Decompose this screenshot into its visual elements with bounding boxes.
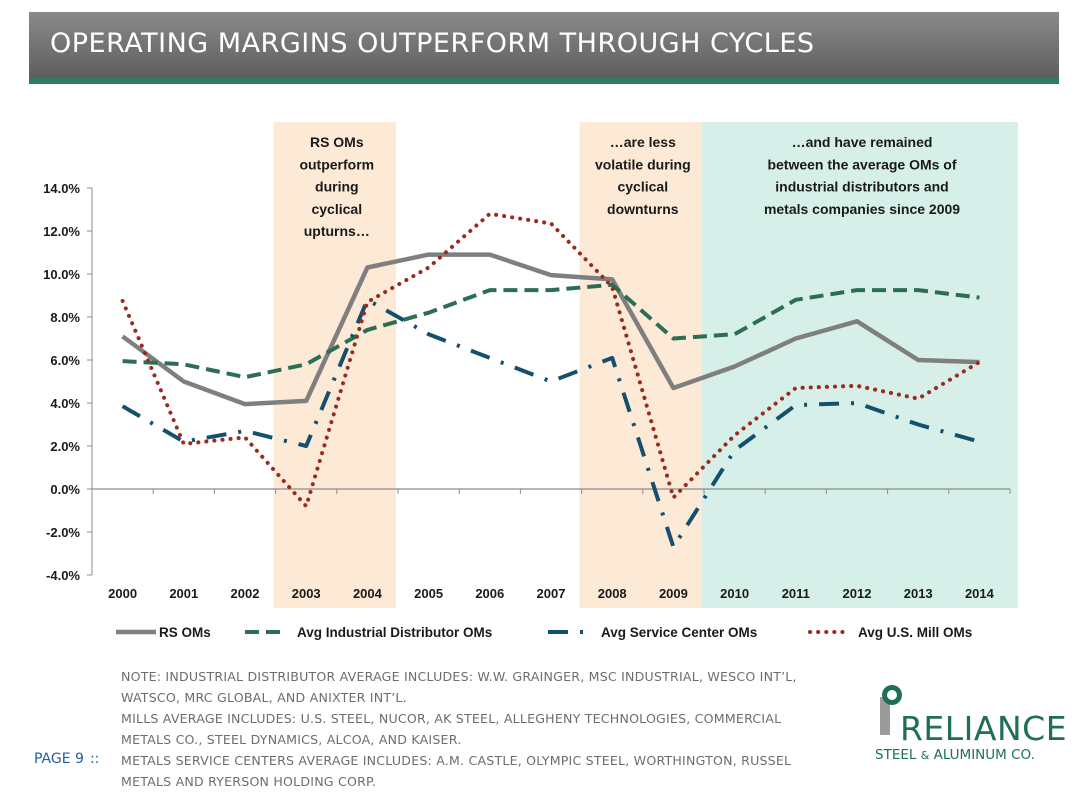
region-annotation-1: during [315, 179, 359, 195]
page-title: OPERATING MARGINS OUTPERFORM THROUGH CYC… [50, 28, 815, 59]
series-line-avg-u-s-mill-oms [120, 211, 982, 509]
region-annotation-1: upturns… [304, 223, 370, 239]
logo-wordmark: RELIANCE [900, 709, 1068, 748]
region-annotation-3: between the average OMs of [767, 156, 956, 172]
y-tick-label: -2.0% [46, 525, 80, 540]
note-line-1: NOTE: INDUSTRIAL DISTRIBUTOR AVERAGE INC… [121, 669, 797, 684]
title-banner [29, 12, 1059, 78]
region-annotation-2: …are less [610, 134, 676, 150]
x-tick-label: 2003 [292, 586, 321, 601]
y-tick-label: 6.0% [50, 353, 80, 368]
legend-label-avg-u-s-mill-oms: Avg U.S. Mill OMs [858, 625, 972, 640]
y-tick-label: 14.0% [43, 181, 80, 196]
note-line-5: METALS SERVICE CENTERS AVERAGE INCLUDES:… [121, 753, 792, 768]
page-number-text: PAGE 9 [34, 751, 84, 767]
y-tick-label: 0.0% [50, 482, 80, 497]
page-number: PAGE 9:: [34, 751, 99, 767]
series-line-avg-industrial-distributor-oms [122, 282, 980, 380]
region-annotation-3: metals companies since 2009 [764, 201, 960, 217]
region-annotation-2: cyclical [617, 179, 668, 195]
x-tick-label: 2001 [169, 586, 198, 601]
region-annotation-3: industrial distributors and [775, 179, 948, 195]
shaded-region-3 [702, 122, 1018, 608]
series-line-avg-service-center-oms [121, 297, 980, 549]
note-line-6: METALS AND RYERSON HOLDING CORP. [121, 774, 377, 789]
x-tick-label: 2000 [108, 586, 137, 601]
region-annotation-2: downturns [607, 201, 679, 217]
y-tick-label: 8.0% [50, 310, 80, 325]
x-tick-label: 2002 [231, 586, 260, 601]
shaded-region-1 [273, 122, 396, 608]
y-tick-label: 10.0% [43, 267, 80, 282]
legend-label-avg-industrial-distributor-oms: Avg Industrial Distributor OMs [297, 625, 492, 640]
logo-sub-amp: & [920, 749, 930, 762]
legend-label-avg-service-center-oms: Avg Service Center OMs [601, 625, 757, 640]
x-tick-label: 2012 [843, 586, 872, 601]
note-line-2: WATSCO, MRC GLOBAL, AND ANIXTER INT’L. [121, 690, 407, 705]
y-tick-label: -4.0% [46, 568, 80, 583]
x-tick-label: 2004 [353, 586, 383, 601]
x-tick-label: 2013 [904, 586, 933, 601]
x-tick-label: 2009 [659, 586, 688, 601]
series-line-rs-oms [121, 252, 980, 407]
y-tick-label: 4.0% [50, 396, 80, 411]
x-tick-label: 2005 [414, 586, 443, 601]
region-annotation-1: outperform [299, 156, 374, 172]
x-tick-label: 2011 [782, 586, 810, 601]
page-separator: :: [89, 751, 100, 767]
note-line-3: MILLS AVERAGE INCLUDES: U.S. STEEL, NUCO… [121, 711, 782, 726]
y-tick-label: 12.0% [43, 224, 80, 239]
x-tick-label: 2007 [537, 586, 566, 601]
reliance-logo-icon [880, 685, 902, 735]
region-annotation-2: volatile during [595, 156, 691, 172]
x-tick-label: 2008 [598, 586, 627, 601]
shaded-region-2 [579, 122, 702, 608]
logo-sub-left: STEEL [875, 747, 917, 763]
x-tick-label: 2006 [475, 586, 504, 601]
x-tick-label: 2010 [720, 586, 749, 601]
region-annotation-3: …and have remained [792, 134, 933, 150]
reliance-logo: RELIANCE STEEL & ALUMINUM CO. [872, 683, 1067, 768]
region-annotation-1: RS OMs [310, 134, 364, 150]
y-tick-label: 2.0% [50, 439, 80, 454]
logo-sub-right: ALUMINUM CO. [933, 747, 1035, 763]
legend-label-rs-oms: RS OMs [159, 625, 211, 640]
title-banner-stripe [29, 78, 1059, 84]
x-tick-label: 2014 [965, 586, 995, 601]
note-line-4: METALS CO., STEEL DYNAMICS, ALCOA, AND K… [121, 732, 462, 747]
region-annotation-1: cyclical [311, 201, 362, 217]
logo-subtitle: STEEL & ALUMINUM CO. [875, 747, 1035, 763]
